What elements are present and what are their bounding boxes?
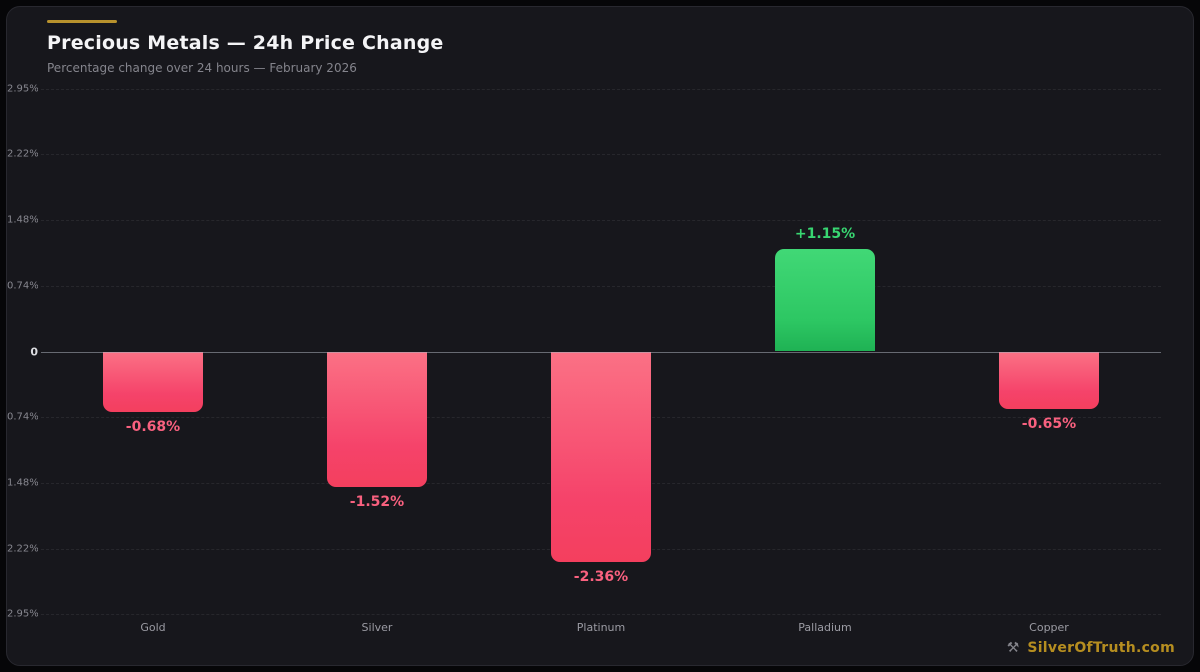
bar-copper[interactable] [999, 351, 1099, 410]
x-axis-label-copper: Copper [1029, 621, 1069, 634]
bar-platinum[interactable] [551, 351, 651, 562]
chart-title: Precious Metals — 24h Price Change [47, 32, 444, 54]
chart-card: Precious Metals — 24h Price Change Perce… [6, 6, 1194, 666]
y-axis-tick-label: 0 [30, 345, 38, 358]
gridline [41, 285, 1161, 287]
chart-subtitle: Percentage change over 24 hours — Februa… [47, 61, 357, 75]
gridline [41, 614, 1161, 615]
pick-hammer-icon: ⚒ [1006, 640, 1020, 656]
gridline [41, 153, 1161, 155]
x-axis-label-palladium: Palladium [798, 621, 852, 634]
value-label-silver: -1.52% [349, 493, 405, 510]
y-axis-tick-label: 2.95% [7, 83, 38, 95]
x-axis-label-platinum: Platinum [576, 621, 626, 634]
x-axis-label-gold: Gold [140, 621, 166, 634]
bar-gold[interactable] [103, 351, 203, 412]
value-label-gold: -0.68% [125, 419, 181, 435]
watermark: ⚒ SilverOfTruth.com [1007, 640, 1175, 656]
y-axis-tick-label: 0.74% [7, 411, 38, 423]
value-label-copper: -0.65% [1021, 416, 1077, 433]
gridline [41, 89, 1161, 90]
watermark-text: SilverOfTruth.com [1027, 640, 1175, 656]
y-axis-tick-label: 2.95% [7, 608, 38, 620]
zero-axis-line [41, 351, 1161, 353]
bar-palladium[interactable] [775, 249, 875, 352]
accent-bar [47, 20, 117, 23]
value-label-platinum: -2.36% [573, 568, 629, 585]
gridline [41, 219, 1161, 221]
y-axis-tick-label: 1.48% [7, 214, 38, 226]
value-label-palladium: +1.15% [794, 226, 856, 243]
y-axis-tick-label: 0.74% [7, 280, 38, 292]
x-axis-label-silver: Silver [361, 621, 393, 634]
chart-header: Precious Metals — 24h Price Change Perce… [47, 20, 443, 75]
y-axis-tick-label: 2.22% [7, 543, 38, 555]
bar-chart-plot-area: 2.95% 2.22% 1.48% 0.74% 0 0.74% 1.48% 2.22% 2.95… [7, 83, 1193, 643]
y-axis-tick-label: 2.22% [7, 148, 38, 160]
bar-silver[interactable] [327, 351, 427, 487]
y-axis-tick-label: 1.48% [7, 477, 38, 489]
